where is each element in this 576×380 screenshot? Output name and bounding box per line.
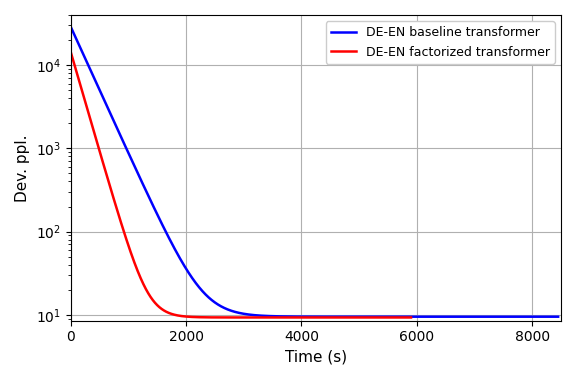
Y-axis label: Dev. ppl.: Dev. ppl. [15,134,30,202]
DE-EN baseline transformer [254,313,261,318]
DE-EN factorized transformer [213,315,219,320]
DE-EN factorized transformer [364,315,371,320]
DE-EN baseline transformer [555,314,562,319]
DE-EN baseline transformer [151,208,158,212]
DE-EN factorized transformer [126,247,133,252]
Line: DE-EN baseline transformer: DE-EN baseline transformer [71,27,558,317]
DE-EN factorized transformer [401,315,408,320]
DE-EN baseline transformer [67,24,74,29]
DE-EN factorized transformer [67,49,74,54]
Line: DE-EN factorized transformer: DE-EN factorized transformer [71,52,411,317]
X-axis label: Time (s): Time (s) [285,350,347,365]
DE-EN factorized transformer [408,315,415,320]
DE-EN baseline transformer [492,314,499,319]
DE-EN baseline transformer [123,146,130,150]
Legend: DE-EN baseline transformer, DE-EN factorized transformer: DE-EN baseline transformer, DE-EN factor… [326,21,555,63]
DE-EN factorized transformer [198,315,204,320]
DE-EN factorized transformer [106,182,113,187]
DE-EN baseline transformer [545,314,552,319]
DE-EN baseline transformer [275,314,282,318]
